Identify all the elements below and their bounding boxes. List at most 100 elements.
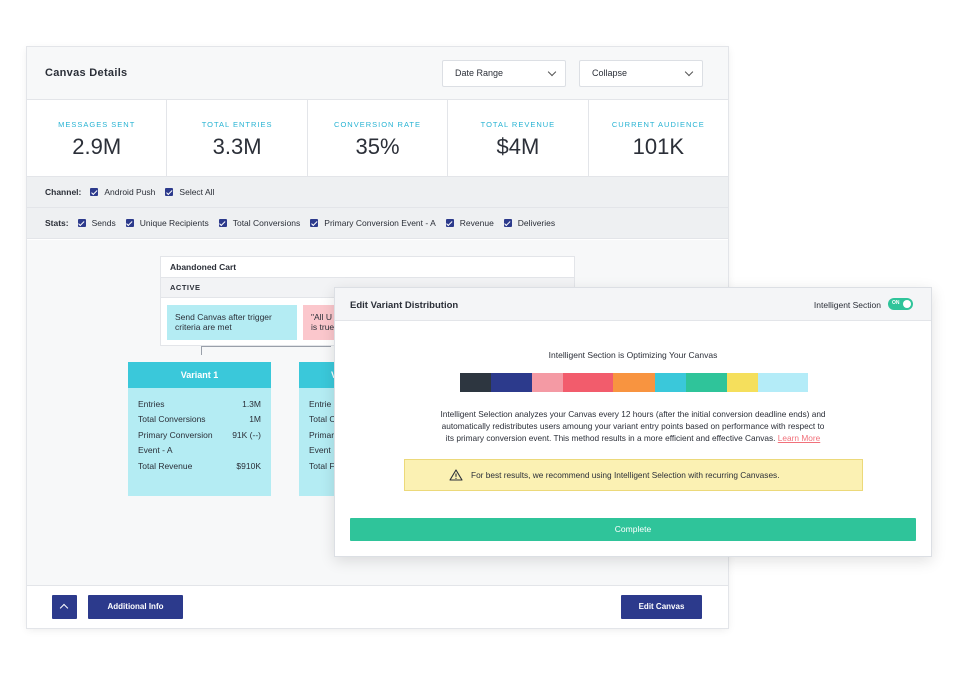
checkbox-primary-conversion[interactable]: Primary Conversion Event - A xyxy=(310,218,436,228)
stat-row-label: Total C xyxy=(309,414,336,425)
stat-label: TOTAL REVENUE xyxy=(480,120,556,129)
modal-title: Edit Variant Distribution xyxy=(350,300,459,311)
variant-stats: Entrie Total C Primar Event Total F xyxy=(299,388,359,474)
stat-row-value: 1M xyxy=(249,414,261,425)
checkbox-select-all[interactable]: Select All xyxy=(165,187,214,197)
edit-variant-distribution-modal: Edit Variant Distribution Intelligent Se… xyxy=(334,287,932,557)
collapse-label: Collapse xyxy=(592,68,628,78)
variant-stat-row: Primary Conversion 91K (--) xyxy=(138,427,261,443)
modal-heading: Intelligent Section is Optimizing Your C… xyxy=(548,350,718,360)
additional-info-button[interactable]: Additional Info xyxy=(88,595,183,619)
distribution-segment xyxy=(685,373,728,392)
variant-stat-row: Total F xyxy=(309,458,349,474)
variant-card-1[interactable]: Variant 1 Entries 1.3M Total Conversions 1… xyxy=(128,362,271,496)
checkbox-android-push[interactable]: Android Push xyxy=(90,187,155,197)
channel-label: Channel: xyxy=(45,187,82,197)
stat-total-entries: TOTAL ENTRIES 3.3M xyxy=(167,100,308,176)
description-line: Intelligent Selection analyzes your Canv… xyxy=(440,409,826,419)
variant-stat-row: Event xyxy=(309,443,349,459)
warning-banner: For best results, we recommend using Int… xyxy=(404,459,863,491)
panel-footer: Additional Info Edit Canvas xyxy=(27,585,728,628)
trigger-step-line: Send Canvas after trigger xyxy=(175,312,272,322)
checkbox-icon xyxy=(445,219,454,227)
stat-value: 35% xyxy=(355,134,400,159)
toggle-label: Intelligent Section xyxy=(813,300,881,310)
chevron-down-icon xyxy=(684,67,694,77)
stat-total-revenue: TOTAL REVENUE $4M xyxy=(448,100,589,176)
learn-more-link[interactable]: Learn More xyxy=(777,433,821,443)
chevron-down-icon xyxy=(547,67,557,77)
collapse-dropdown[interactable]: Collapse xyxy=(579,60,703,87)
distribution-segment xyxy=(727,373,759,392)
connector-line xyxy=(201,346,202,355)
connector-line xyxy=(201,346,331,347)
checkbox-label: Primary Conversion Event - A xyxy=(324,218,436,228)
checkbox-label: Select All xyxy=(179,187,215,197)
checkbox-sends[interactable]: Sends xyxy=(77,218,116,228)
warning-text: For best results, we recommend using Int… xyxy=(471,470,780,480)
variant-stat-row: Entrie xyxy=(309,396,349,412)
distribution-segment xyxy=(563,373,614,392)
stat-label: CURRENT AUDIENCE xyxy=(611,120,705,129)
stat-messages-sent: MESSAGES SENT 2.9M xyxy=(27,100,168,176)
panel-header: Canvas Details Date Range Collapse xyxy=(27,47,728,100)
checkbox-total-conversions[interactable]: Total Conversions xyxy=(218,218,301,228)
stat-label: TOTAL ENTRIES xyxy=(201,120,273,129)
variant-stat-row: Total Conversions 1M xyxy=(138,412,261,428)
checkbox-icon xyxy=(165,188,174,196)
edit-canvas-button[interactable]: Edit Canvas xyxy=(621,595,702,619)
trigger-step[interactable]: Send Canvas after trigger criteria are m… xyxy=(167,305,297,340)
variant-stat-row: Total Revenue $910K xyxy=(138,458,261,474)
variant-distribution-bar xyxy=(460,373,809,392)
checkbox-label: Sends xyxy=(91,218,116,228)
checkbox-icon xyxy=(77,219,86,227)
variant-stat-row: Primar xyxy=(309,427,349,443)
distribution-segment xyxy=(613,373,655,392)
variant-stat-row: Total C xyxy=(309,412,349,428)
stat-label: MESSAGES SENT xyxy=(58,120,136,129)
checkbox-icon xyxy=(503,219,512,227)
description-line: automatically redistributes users amoung… xyxy=(441,421,825,431)
stat-row-value: $910K xyxy=(236,460,261,471)
scroll-up-button[interactable] xyxy=(52,595,77,619)
page-title: Canvas Details xyxy=(45,67,128,79)
stat-value: $4M xyxy=(496,134,540,159)
stat-row-label: Total F xyxy=(309,460,335,471)
stats-summary: MESSAGES SENT 2.9M TOTAL ENTRIES 3.3M CO… xyxy=(27,100,728,177)
checkbox-icon xyxy=(90,188,99,196)
stat-row-label: Entries xyxy=(138,398,165,409)
complete-button[interactable]: Complete xyxy=(350,518,916,541)
checkbox-revenue[interactable]: Revenue xyxy=(445,218,494,228)
node-title: Abandoned Cart xyxy=(161,257,574,278)
checkbox-icon xyxy=(218,219,227,227)
checkbox-label: Android Push xyxy=(104,187,156,197)
stat-value: 101K xyxy=(632,134,685,159)
checkbox-icon xyxy=(125,219,134,227)
checkbox-unique-recipients[interactable]: Unique Recipients xyxy=(125,218,209,228)
stat-row-label: Primary Conversion xyxy=(138,429,213,440)
variant-stat-row: Event - A xyxy=(138,443,261,459)
stat-row-label: Total Conversions xyxy=(138,414,206,425)
toggle-state: ON xyxy=(892,300,900,306)
stat-row-label: Total Revenue xyxy=(138,460,193,471)
stat-value: 2.9M xyxy=(72,134,122,159)
date-range-label: Date Range xyxy=(455,68,504,78)
stat-row-label: Event - A xyxy=(138,445,173,456)
checkbox-deliveries[interactable]: Deliveries xyxy=(503,218,556,228)
intelligent-section-toggle[interactable]: ON xyxy=(888,298,913,310)
audience-step-line: "All U xyxy=(311,312,332,322)
distribution-segment xyxy=(460,373,492,392)
checkbox-label: Deliveries xyxy=(517,218,556,228)
checkbox-icon xyxy=(310,219,319,227)
stat-label: CONVERSION RATE xyxy=(334,120,421,129)
stat-row-value: 91K (--) xyxy=(232,429,261,440)
stats-label: Stats: xyxy=(45,218,69,228)
stat-value: 3.3M xyxy=(212,134,262,159)
checkbox-label: Total Conversions xyxy=(232,218,301,228)
stat-current-audience: CURRENT AUDIENCE 101K xyxy=(589,100,728,176)
date-range-dropdown[interactable]: Date Range xyxy=(442,60,566,87)
stat-row-value: 1.3M xyxy=(242,398,261,409)
modal-description: Intelligent Selection analyzes your Canv… xyxy=(415,408,851,444)
description-line: its primary conversion event. This metho… xyxy=(415,432,851,444)
stat-row-label: Entrie xyxy=(309,398,332,409)
